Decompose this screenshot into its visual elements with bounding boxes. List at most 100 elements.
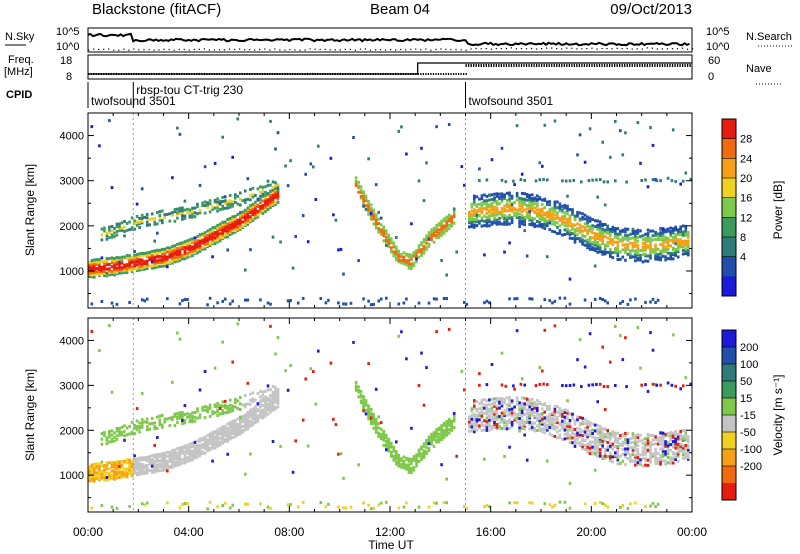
velocity-cell (634, 463, 637, 467)
nave-dot (145, 73, 148, 75)
noise-search-dot (656, 48, 658, 50)
power-cell (153, 266, 156, 270)
velocity-cell (372, 417, 375, 420)
power-cell (226, 222, 229, 226)
velocity-cell (415, 461, 418, 465)
velocity-cell (150, 464, 154, 468)
velocity-cell (213, 446, 217, 450)
power-cell (480, 219, 484, 222)
velocity-cell (234, 401, 237, 405)
nave-dot (211, 73, 213, 75)
noise-search-dot (359, 48, 361, 50)
velocity-cell (498, 421, 501, 425)
power-cell (234, 193, 237, 197)
power-cell (543, 211, 547, 215)
power-cell (412, 264, 416, 268)
power-cell (206, 205, 209, 209)
velocity-cell (196, 445, 199, 449)
power-cell (135, 220, 139, 224)
velocity-cell (223, 399, 227, 403)
velocity-cell (103, 431, 106, 434)
velocity-cell (432, 435, 436, 439)
power-cell (515, 213, 519, 217)
power-cell (533, 225, 536, 229)
velocity-cell (666, 452, 670, 456)
power-cell (226, 225, 229, 229)
power-cell (425, 161, 428, 165)
power-cell (568, 277, 572, 281)
nave-dot (296, 73, 299, 75)
velocity-cell (561, 426, 564, 430)
nave-dot (619, 64, 621, 67)
power-cell (546, 203, 549, 207)
power-cell (223, 233, 227, 237)
power-cell (198, 233, 202, 237)
velocity-cell (108, 475, 111, 479)
power-cell (118, 222, 121, 226)
power-cell (130, 270, 134, 274)
power-cell (500, 192, 504, 196)
velocity-cell (536, 398, 539, 402)
power-cell (221, 135, 224, 139)
velocity-cell (145, 466, 149, 469)
velocity-cell (427, 449, 431, 453)
velocity-cell (196, 416, 199, 420)
power-cell (619, 229, 622, 233)
power-cell (276, 193, 280, 197)
nave-dot (649, 64, 651, 67)
noise-search-dot (510, 47, 512, 49)
power-cell (120, 268, 124, 272)
y-tick-label: 3000 (60, 176, 84, 188)
velocity-cell (148, 468, 151, 472)
velocity-cell (100, 476, 104, 480)
power-cell (259, 194, 262, 198)
velocity-cell (588, 432, 592, 436)
velocity-cell (374, 420, 378, 424)
velocity-cell (510, 420, 514, 424)
noise-search-dot (405, 49, 407, 51)
velocity-cell (135, 464, 139, 468)
velocity-cell (593, 441, 597, 445)
power-cell (661, 227, 665, 231)
power-cell (171, 176, 174, 180)
velocity-cell (90, 463, 94, 467)
power-cell (367, 205, 370, 209)
velocity-cell (447, 421, 451, 425)
power-cell (651, 248, 655, 252)
velocity-cell (593, 429, 597, 433)
power-cell (576, 227, 579, 231)
velocity-cell (661, 454, 665, 458)
power-cell (100, 272, 104, 276)
power-cell (150, 260, 154, 264)
velocity-cell (221, 433, 224, 437)
power-cell (684, 252, 688, 256)
power-cell (601, 140, 604, 144)
velocity-cell (490, 416, 494, 420)
power-cell (206, 244, 209, 247)
velocity-cell (437, 432, 441, 436)
power-cell (178, 255, 182, 259)
power-cell (588, 216, 592, 220)
velocity-cell (422, 451, 426, 455)
velocity-cell (140, 470, 144, 474)
power-cell (128, 261, 131, 265)
velocity-cell (213, 430, 217, 434)
power-cell (669, 230, 672, 234)
power-cell (493, 216, 496, 220)
velocity-cell (284, 369, 287, 373)
power-cell (661, 238, 665, 242)
power-cell (239, 226, 242, 230)
power-cell (566, 230, 569, 234)
power-cell (616, 254, 620, 258)
velocity-cell (211, 439, 214, 443)
nave-dot (659, 64, 661, 67)
y-tick-label: 1000 (60, 266, 84, 278)
power-cell (402, 255, 406, 259)
power-cell (568, 208, 572, 211)
velocity-cell (367, 415, 370, 419)
power-cell (133, 257, 136, 261)
power-cell (572, 178, 576, 182)
power-cell (626, 252, 630, 256)
velocity-cell (113, 477, 116, 481)
velocity-cell (425, 366, 428, 370)
